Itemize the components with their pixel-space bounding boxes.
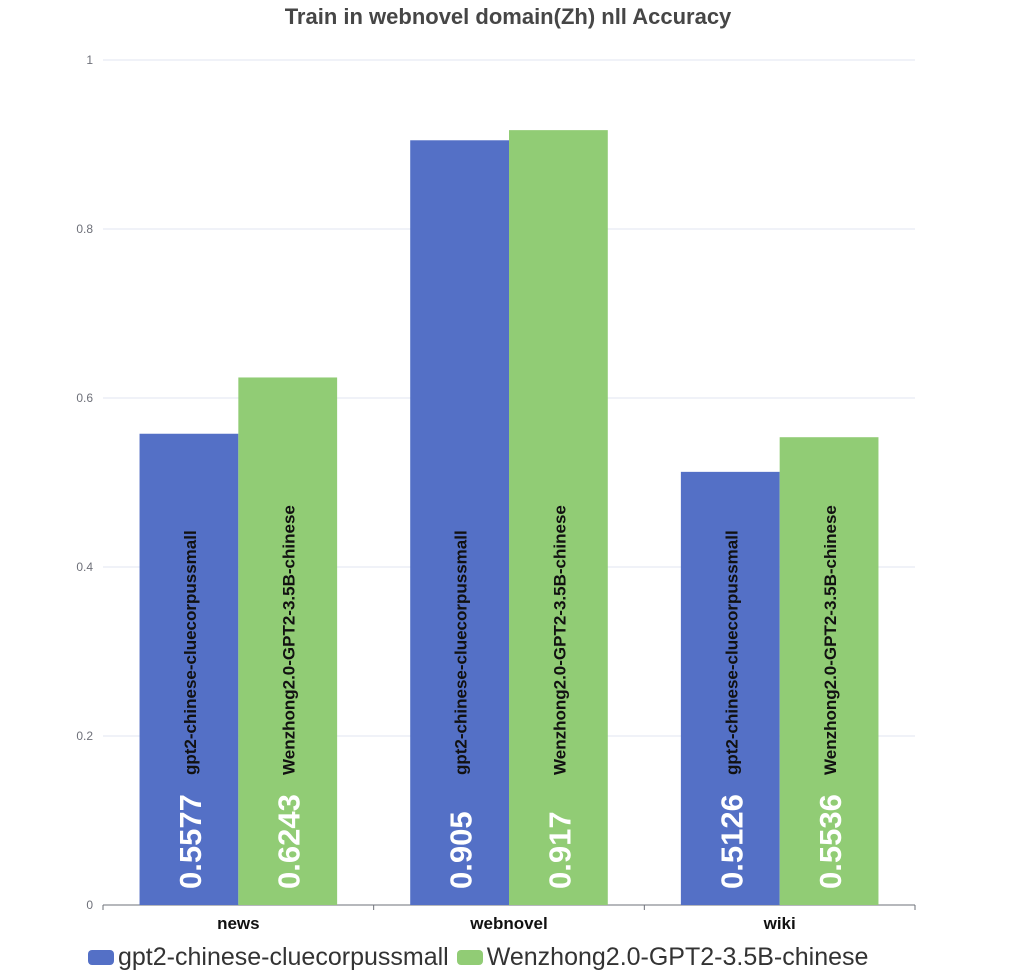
bar-series-label: gpt2-chinese-cluecorpussmall [722, 530, 741, 775]
x-category-label: wiki [763, 914, 796, 933]
bar-value-label: 0.917 [542, 811, 577, 889]
legend-label-series-2: Wenzhong2.0-GPT2-3.5B-chinese [486, 943, 869, 971]
legend-label-series-1: gpt2-chinese-cluecorpussmall [118, 943, 449, 971]
bar-series-label: gpt2-chinese-cluecorpussmall [181, 530, 200, 775]
bar-value-label: 0.5126 [714, 794, 749, 889]
bar-value-label: 0.905 [444, 811, 479, 889]
bar [410, 140, 509, 905]
bar-value-label: 0.6243 [272, 794, 307, 889]
chart-title: Train in webnovel domain(Zh) nll Accurac… [284, 4, 732, 29]
x-category-label: news [217, 914, 260, 933]
bar [680, 471, 780, 905]
y-tick-label: 0.4 [76, 560, 93, 574]
bar-series-label: gpt2-chinese-cluecorpussmall [452, 530, 471, 775]
legend-swatch-series-1 [88, 950, 114, 965]
bar-series-label: Wenzhong2.0-GPT2-3.5B-chinese [821, 505, 840, 775]
legend-swatch-series-2 [456, 950, 483, 965]
y-tick-label: 0 [86, 898, 93, 912]
x-category-label: webnovel [469, 914, 547, 933]
legend-item-series-2[interactable]: Wenzhong2.0-GPT2-3.5B-chinese [456, 943, 869, 972]
bar-value-label: 0.5577 [173, 794, 208, 889]
bar [238, 377, 338, 905]
y-tick-label: 1 [86, 53, 93, 67]
chart-legend[interactable]: gpt2-chinese-cluecorpussmall Wenzhong2.0… [88, 943, 876, 972]
bar [139, 433, 239, 905]
y-tick-label: 0.6 [76, 391, 93, 405]
bar [779, 437, 879, 905]
bar-series-label: Wenzhong2.0-GPT2-3.5B-chinese [550, 505, 569, 775]
bar-value-label: 0.5536 [813, 794, 848, 889]
bar [509, 130, 608, 905]
y-tick-label: 0.8 [76, 222, 93, 236]
bar-series-label: Wenzhong2.0-GPT2-3.5B-chinese [280, 505, 299, 775]
legend-item-series-1[interactable]: gpt2-chinese-cluecorpussmall [88, 943, 449, 972]
y-tick-label: 0.2 [76, 729, 93, 743]
